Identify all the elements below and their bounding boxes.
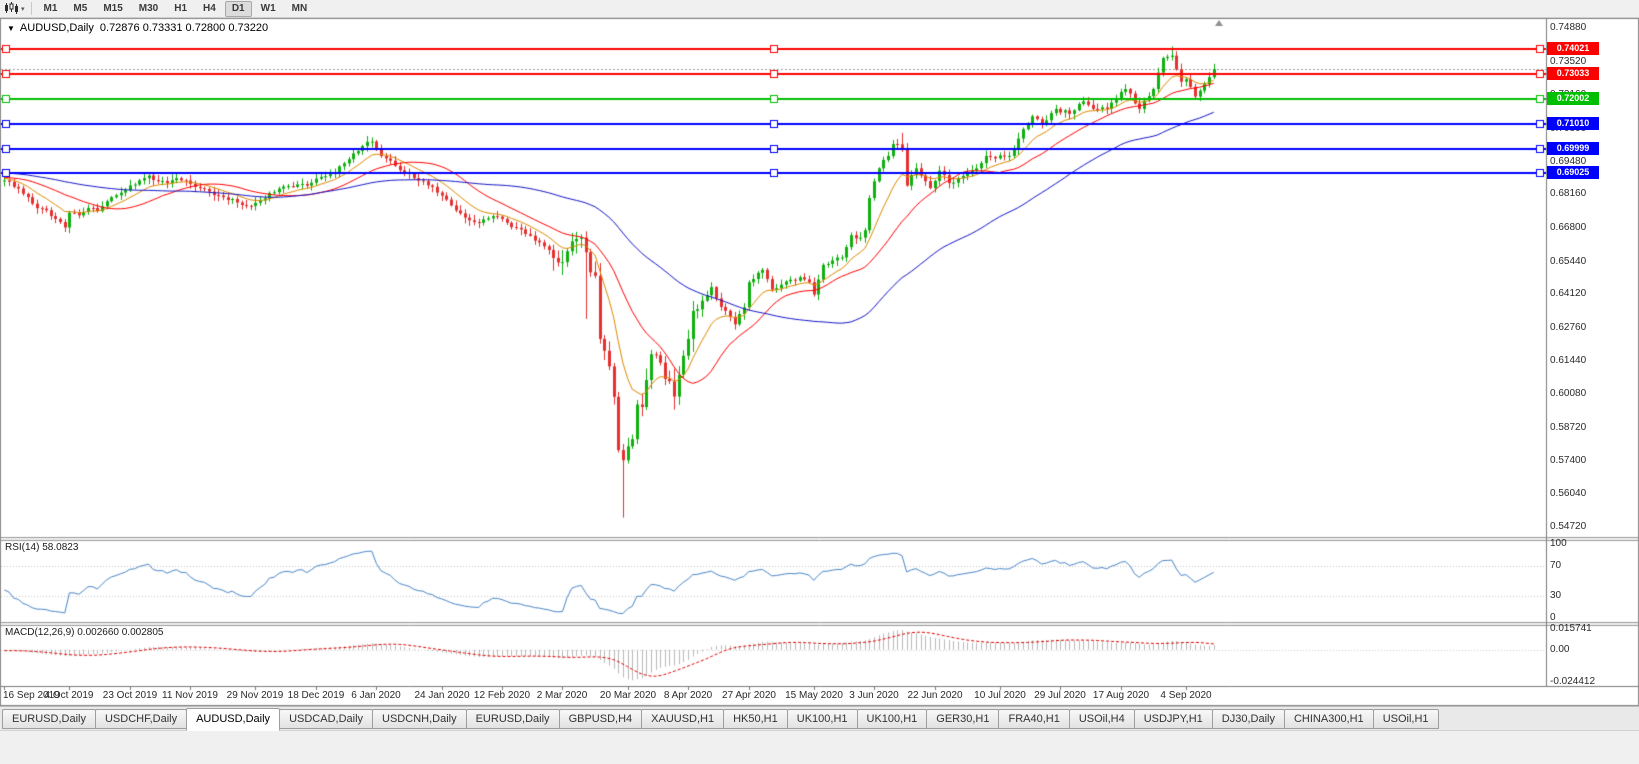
price-scale-label: 0.74880 (1550, 22, 1587, 33)
symbol-tab-bar: EURUSD,Daily USDCHF,Daily AUDUSD,Daily USDC… (0, 706, 1639, 731)
price-scale-label: 0.65440 (1550, 256, 1587, 267)
chart-tab-fra40-h1-12[interactable]: FRA40,H1 (998, 709, 1070, 729)
rsi-scale-label: 70 (1550, 560, 1562, 571)
chart-title: ▼ AUDUSD,Daily 0.72876 0.73331 0.72800 0.7… (7, 22, 268, 34)
date-axis-label: 20 Mar 2020 (599, 690, 657, 701)
toolbar-separator (30, 2, 32, 15)
timeframe-button-w1[interactable]: W1 (260, 2, 276, 14)
date-axis-label: 2 Mar 2020 (536, 690, 588, 701)
chart-tab-china300-h1-16[interactable]: CHINA300,H1 (1283, 709, 1374, 729)
price-scale-label: 0.54720 (1550, 521, 1587, 532)
date-axis-label: 4 Sep 2020 (1160, 690, 1212, 701)
date-axis-label: 22 Jun 2020 (907, 690, 963, 701)
chart-tab-eurusd-daily-0[interactable]: EURUSD,Daily (2, 709, 96, 729)
price-scale-label: 0.57400 (1550, 455, 1587, 466)
chart-ohlc-values: 0.72876 0.73331 0.72800 0.73220 (99, 22, 269, 34)
price-scale-label: 0.60080 (1550, 388, 1587, 399)
price-scale-label: 0.62760 (1550, 322, 1587, 333)
chart-tab-usoil-h4-13[interactable]: USOil,H4 (1068, 709, 1135, 729)
hline-price-label: 0.74021 (1547, 42, 1599, 55)
timeframe-button-mn[interactable]: MN (291, 2, 308, 14)
date-axis-label: 16 Sep 2019 (3, 690, 60, 701)
date-axis-label: 15 May 2020 (785, 690, 843, 701)
timeframe-button-m1[interactable]: M1 (43, 2, 58, 14)
macd-scale-label: 0.00 (1550, 644, 1570, 655)
timeframe-button-m15[interactable]: M15 (103, 2, 123, 14)
chart-tab-usoil-h1-17[interactable]: USOil,H1 (1372, 709, 1439, 729)
hline-price-label: 0.73033 (1547, 67, 1599, 80)
timeframe-buttons: M1 M5 M15 M30 H1 H4 D1 W1 MN (36, 0, 316, 17)
timeframe-button-m30[interactable]: M30 (138, 2, 159, 14)
chart-overlay: ▼ AUDUSD,Daily 0.72876 0.73331 0.72800 0.7… (0, 18, 1639, 706)
timeframe-button-m5[interactable]: M5 (73, 2, 88, 14)
hline-price-label: 0.69025 (1547, 166, 1599, 179)
candlestick-chart-icon[interactable] (4, 2, 19, 15)
rsi-scale-label: 0 (1550, 612, 1556, 623)
date-axis-label: 3 Jun 2020 (849, 690, 899, 701)
date-axis-label: 4 Oct 2019 (44, 690, 94, 701)
chart-window: ▼ AUDUSD,Daily 0.72876 0.73331 0.72800 0.7… (0, 18, 1639, 706)
hline-price-label: 0.72002 (1547, 92, 1599, 105)
chart-symbol-label: AUDUSD,Daily (19, 22, 94, 34)
price-scale-label: 0.66800 (1550, 222, 1587, 233)
hline-price-label: 0.69999 (1547, 142, 1599, 155)
chart-tab-usdcad-daily-3[interactable]: USDCAD,Daily (279, 709, 374, 729)
price-scale-label: 0.73520 (1550, 56, 1587, 67)
timeframe-button-h1[interactable]: H1 (174, 2, 188, 14)
chart-tab-ger30-h1-11[interactable]: GER30,H1 (926, 709, 1000, 729)
macd-scale-label: 0.015741 (1550, 623, 1592, 634)
chart-tab-usdjpy-h1-14[interactable]: USDJPY,H1 (1133, 709, 1213, 729)
chart-tab-usdchf-daily-1[interactable]: USDCHF,Daily (94, 709, 188, 729)
price-scale-label: 0.58720 (1550, 422, 1587, 433)
date-axis-label: 29 Nov 2019 (226, 690, 284, 701)
price-scale-label: 0.64120 (1550, 288, 1587, 299)
chart-tab-uk100-h1-10[interactable]: UK100,H1 (856, 709, 928, 729)
chart-tab-xauusd-h1-7[interactable]: XAUUSD,H1 (641, 709, 725, 729)
date-axis-label: 23 Oct 2019 (102, 690, 158, 701)
date-axis-label: 24 Jan 2020 (414, 690, 470, 701)
chart-tab-audusd-daily-2[interactable]: AUDUSD,Daily (186, 708, 281, 731)
macd-indicator-label: MACD(12,26,9) 0.002660 0.002805 (5, 627, 164, 638)
price-scale-label: 0.68160 (1550, 188, 1587, 199)
price-scale-label: 0.69480 (1550, 156, 1587, 167)
chart-tab-uk100-h1-9[interactable]: UK100,H1 (786, 709, 858, 729)
date-axis-label: 12 Feb 2020 (473, 690, 531, 701)
date-axis-label: 8 Apr 2020 (663, 690, 713, 701)
timeframe-button-h4[interactable]: H4 (203, 2, 216, 14)
price-scale-label: 0.56040 (1550, 488, 1587, 499)
date-axis-label: 29 Jul 2020 (1034, 690, 1086, 701)
one-click-trading-arrow[interactable]: ▼ (7, 24, 15, 33)
status-bar (0, 730, 1639, 764)
chart-tab-dj30-daily-15[interactable]: DJ30,Daily (1211, 709, 1285, 729)
date-axis-label: 11 Nov 2019 (162, 690, 218, 701)
rsi-indicator-label: RSI(14) 58.0823 (5, 542, 79, 553)
chevron-down-icon[interactable]: ▾ (21, 5, 25, 13)
timeframe-toolbar: ▾ M1 M5 M15 M30 H1 H4 D1 W1 MN (0, 0, 1639, 18)
chart-tab-gbpusd-h4-6[interactable]: GBPUSD,H4 (558, 709, 643, 729)
date-axis-label: 18 Dec 2019 (287, 690, 345, 701)
date-axis-label: 27 Apr 2020 (722, 690, 776, 701)
rsi-scale-label: 30 (1550, 590, 1562, 601)
price-chart-canvas[interactable] (0, 18, 1639, 706)
date-axis-label: 17 Aug 2020 (1092, 690, 1150, 701)
date-axis-label: 6 Jan 2020 (351, 690, 401, 701)
chart-tab-usdcnh-daily-4[interactable]: USDCNH,Daily (372, 709, 467, 729)
date-axis-label: 10 Jul 2020 (974, 690, 1026, 701)
chart-tab-eurusd-daily-5[interactable]: EURUSD,Daily (465, 709, 560, 729)
rsi-scale-label: 100 (1550, 538, 1567, 549)
timeframe-button-d1[interactable]: D1 (224, 0, 252, 17)
price-scale-label: 0.61440 (1550, 355, 1587, 366)
macd-scale-label: -0.024412 (1550, 676, 1596, 687)
hline-price-label: 0.71010 (1547, 117, 1599, 130)
chart-tab-hk50-h1-8[interactable]: HK50,H1 (723, 709, 788, 729)
